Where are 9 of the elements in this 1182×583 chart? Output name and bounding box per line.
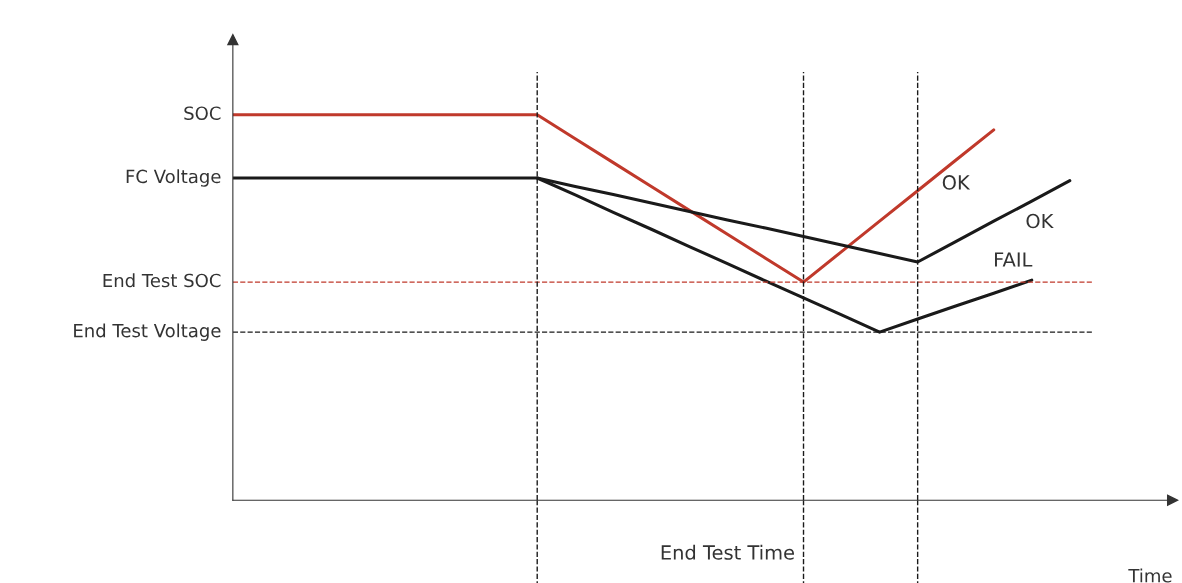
ref-line-label: End Test Voltage — [74, 323, 221, 341]
ref-line-label: End Test SOC — [103, 273, 221, 288]
series-label: FC Voltage — [126, 169, 221, 187]
annotation: OK — [942, 175, 971, 190]
series-label: SOC — [184, 106, 221, 121]
x-axis-title: Time — [1128, 568, 1172, 583]
annotation: FAIL — [995, 252, 1033, 267]
text: End Test Time — [661, 544, 794, 560]
annotation: OK — [1026, 213, 1054, 229]
